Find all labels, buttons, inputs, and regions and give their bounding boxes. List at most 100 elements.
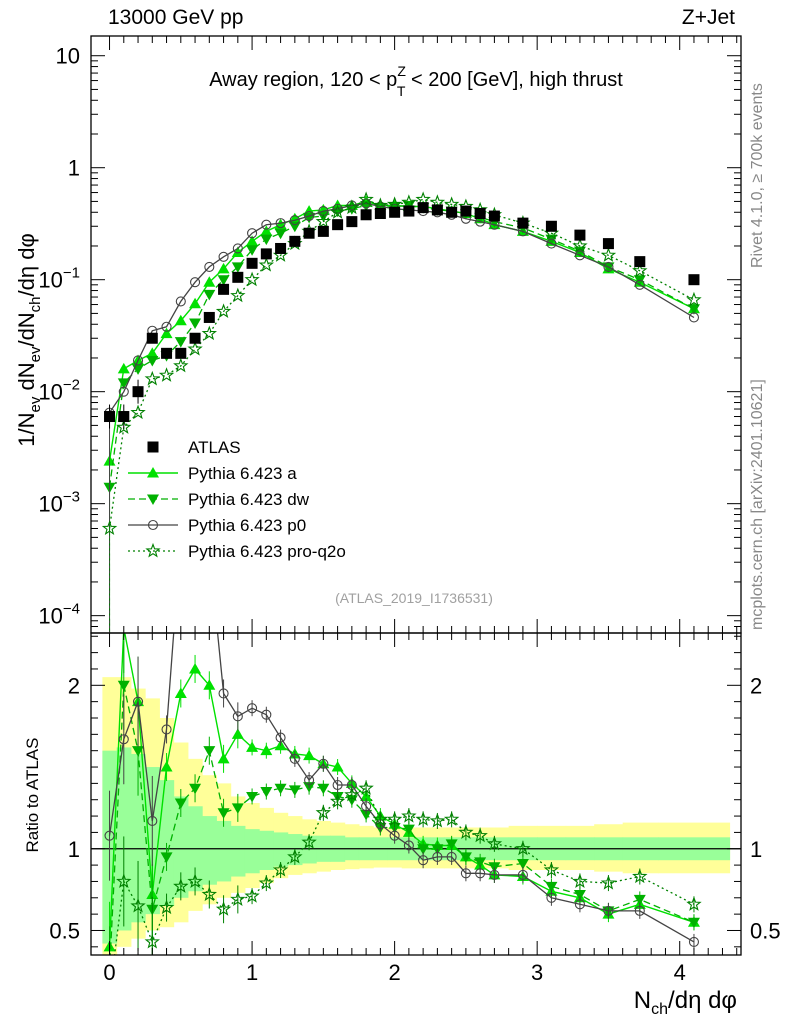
legend-label: Pythia 6.423 p0: [188, 516, 306, 535]
ratio-series-pro: [103, 780, 702, 1001]
data-point: [218, 283, 230, 295]
ratio-point-p0: [304, 775, 315, 786]
ratio-point-dw: [474, 857, 487, 868]
ratio-point-dw: [573, 890, 586, 901]
main-line-pro: [108, 198, 695, 529]
main-point-a: [189, 297, 202, 309]
ratio-point-a: [217, 752, 230, 764]
main-y-tick-label: 10−1: [38, 265, 80, 293]
main-line-p0: [108, 202, 695, 413]
ratio-point-a: [331, 761, 344, 772]
ratio-point-p0: [418, 855, 429, 866]
data-point: [403, 205, 415, 217]
ratio-point-dw: [633, 894, 646, 906]
ratio-point-p0: [634, 905, 645, 916]
ratio-point-dw: [317, 783, 330, 795]
ratio-point-pro: [258, 874, 275, 890]
ratio-point-a: [260, 744, 273, 756]
ratio-point-pro: [230, 891, 246, 906]
data-point: [574, 229, 586, 241]
ratio-point-pro: [600, 874, 617, 890]
main-series-pro: [101, 191, 702, 633]
data-point: [360, 209, 372, 221]
main-point-pro: [215, 303, 232, 319]
ratio-point-pro: [401, 807, 417, 823]
header-right: Z+Jet: [682, 6, 735, 29]
ratio-point-a: [231, 728, 244, 739]
main-point-pro: [600, 247, 617, 262]
main-point-a: [217, 262, 230, 274]
ratio-point-dw: [260, 787, 273, 798]
data-point: [431, 204, 443, 216]
main-data-points: [104, 202, 700, 429]
header-left: 13000 GeV pp: [108, 6, 243, 29]
main-point-p0: [132, 355, 144, 366]
main-point-pro: [130, 404, 146, 420]
legend-label: ATLAS: [188, 438, 241, 457]
ratio-point-pro: [415, 811, 431, 826]
data-point: [389, 206, 401, 218]
ratio-point-pro: [486, 835, 503, 851]
main-point-pro: [230, 287, 246, 303]
main-point-dw: [288, 221, 301, 233]
main-y-ticks: [91, 36, 741, 634]
green-band-bin: [202, 816, 217, 885]
ratio-point-pro: [287, 848, 303, 864]
legend-marker-p0: [147, 519, 159, 531]
ratio-point-pro: [472, 827, 488, 843]
ratio-point-pro: [358, 780, 374, 795]
ratio-point-p0: [232, 711, 243, 722]
data-point: [634, 256, 646, 268]
main-point-p0: [546, 238, 557, 249]
ratio-point-pro: [315, 804, 332, 820]
ratio-point-dw: [360, 809, 373, 821]
main-point-p0: [190, 277, 201, 288]
data-point: [161, 347, 173, 359]
main-point-p0: [275, 218, 286, 229]
legend-label: Pythia 6.423 a: [188, 464, 297, 483]
ratio-point-pro: [103, 989, 115, 1001]
ratio-frame-rect: [90, 632, 742, 956]
rivet-label: Rivet 4.1.0, ≥ 700k events: [749, 83, 766, 268]
main-point-a: [174, 314, 187, 326]
ratio-point-pro: [158, 899, 175, 915]
main-point-a: [203, 276, 216, 287]
main-point-a: [117, 362, 130, 374]
main-point-a: [246, 235, 259, 246]
data-point: [417, 202, 429, 214]
main-point-dw: [260, 234, 273, 246]
main-point-a: [146, 347, 159, 358]
main-point-dw: [687, 304, 700, 315]
main-x-ticks: [109, 36, 738, 633]
data-point: [545, 220, 557, 232]
ratio-point-a: [189, 662, 202, 674]
main-series-dw: [103, 200, 700, 633]
green-band-bin: [259, 830, 274, 871]
x-tick-label: 2: [388, 960, 400, 985]
ratio-tick-labels: 0.5 0.5 1 1 2 2 0 1 2 3 4: [49, 673, 780, 985]
data-point: [246, 257, 258, 269]
ratio-point-p0: [446, 851, 457, 862]
ratio-point-pro: [173, 878, 189, 893]
ratio-point-p0: [389, 830, 400, 841]
ratio-series: [103, 633, 702, 1001]
legend-label: Pythia 6.423 pro-q2o: [188, 542, 346, 561]
x-axis-label: Nch/dη dφ: [634, 987, 737, 1018]
ratio-y-tick-label-right: 0.5: [750, 918, 781, 943]
x-tick-label: 1: [246, 960, 258, 985]
ratio-line-dw: [109, 685, 695, 955]
main-point-p0: [118, 386, 129, 397]
data-point: [175, 347, 187, 359]
ratio-point-pro: [215, 901, 232, 916]
ratio-point-pro: [686, 896, 702, 911]
main-y-tick-label: 1: [68, 156, 80, 181]
main-point-pro: [329, 204, 346, 219]
ratio-point-p0: [289, 753, 300, 764]
ratio-point-p0: [603, 905, 614, 916]
data-point: [317, 225, 329, 237]
data-point: [602, 238, 614, 250]
ratio-point-dw: [203, 746, 216, 757]
ratio-point-pro: [632, 868, 648, 884]
ratio-point-pro: [372, 811, 389, 826]
